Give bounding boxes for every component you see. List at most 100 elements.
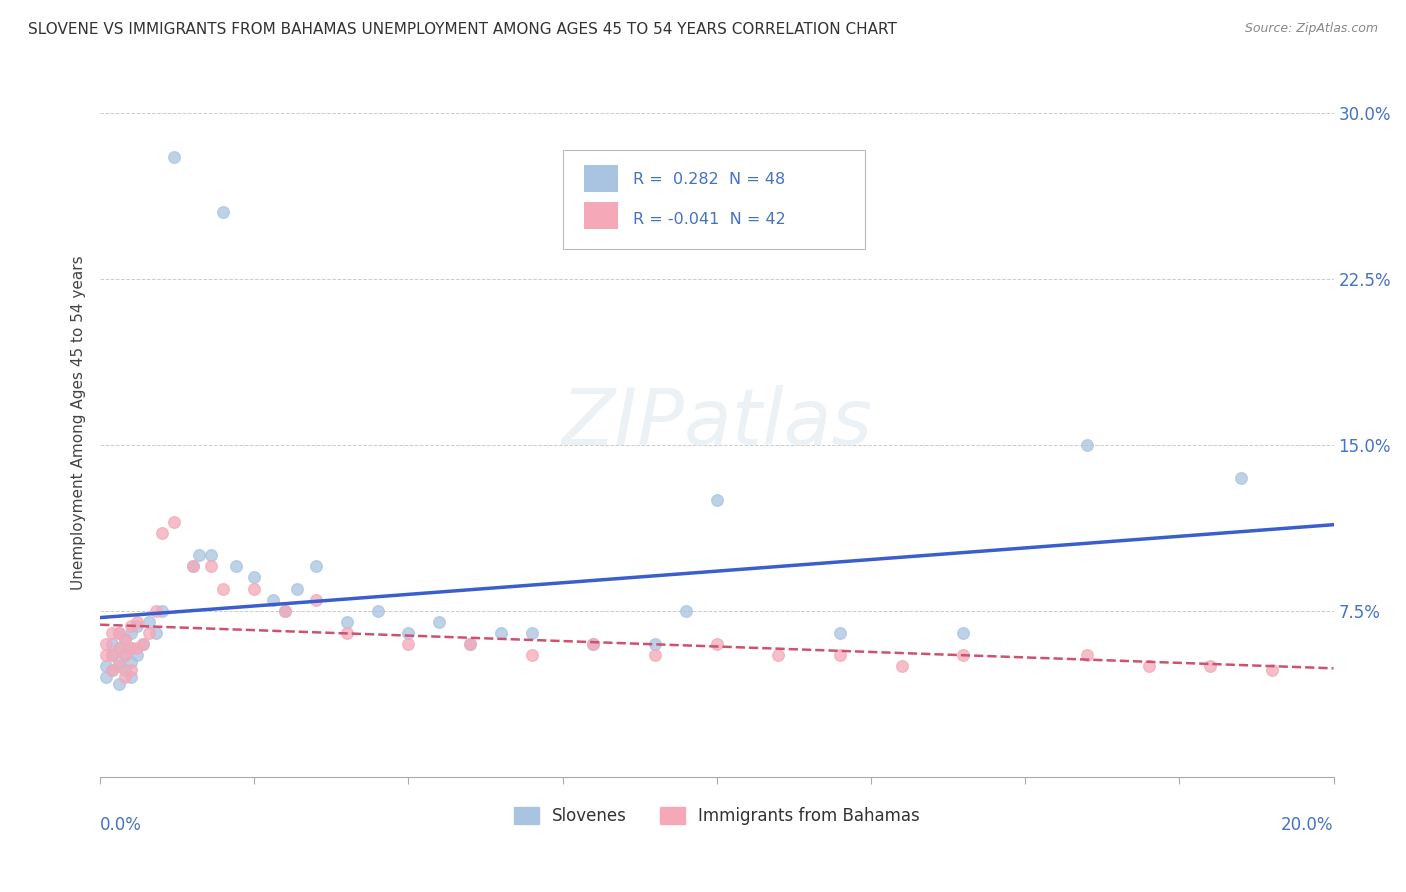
Point <box>582 637 605 651</box>
Point <box>114 648 136 662</box>
Point <box>120 619 142 633</box>
Point <box>287 582 309 596</box>
Point <box>96 659 118 673</box>
Point <box>458 637 481 651</box>
Point <box>398 637 420 651</box>
Point <box>187 549 209 563</box>
Point <box>952 625 974 640</box>
Point <box>675 604 697 618</box>
Point <box>114 664 136 678</box>
Point <box>163 150 186 164</box>
Point <box>114 648 136 662</box>
Text: R =  0.282  N = 48: R = 0.282 N = 48 <box>633 172 785 186</box>
Point <box>132 637 155 651</box>
Point <box>107 641 129 656</box>
Point <box>107 659 129 673</box>
Point <box>145 604 167 618</box>
Point <box>1261 664 1284 678</box>
Point <box>458 637 481 651</box>
Point <box>181 559 204 574</box>
Point <box>706 637 728 651</box>
Point <box>138 615 160 629</box>
Point <box>101 648 124 662</box>
Point <box>644 648 666 662</box>
Point <box>101 637 124 651</box>
Point <box>644 637 666 651</box>
Point <box>107 641 129 656</box>
Text: R = -0.041  N = 42: R = -0.041 N = 42 <box>633 212 786 227</box>
Point <box>163 515 186 529</box>
Point <box>830 648 852 662</box>
Point <box>127 641 149 656</box>
Point <box>200 559 222 574</box>
Point <box>120 670 142 684</box>
Point <box>101 664 124 678</box>
Point <box>952 648 974 662</box>
Point <box>520 625 543 640</box>
Point <box>96 648 118 662</box>
Text: ZIPatlas: ZIPatlas <box>561 384 872 460</box>
Point <box>274 604 297 618</box>
Point <box>114 632 136 647</box>
Point <box>101 625 124 640</box>
Point <box>262 592 284 607</box>
Point <box>582 637 605 651</box>
Y-axis label: Unemployment Among Ages 45 to 54 years: Unemployment Among Ages 45 to 54 years <box>72 255 86 590</box>
Point <box>101 648 124 662</box>
Point <box>101 664 124 678</box>
Point <box>120 641 142 656</box>
Legend: Slovenes, Immigrants from Bahamas: Slovenes, Immigrants from Bahamas <box>506 800 927 832</box>
Point <box>305 559 328 574</box>
Point <box>107 655 129 669</box>
Point <box>138 625 160 640</box>
FancyBboxPatch shape <box>562 150 865 249</box>
Point <box>120 655 142 669</box>
Bar <box>583 165 619 192</box>
Text: Source: ZipAtlas.com: Source: ZipAtlas.com <box>1244 22 1378 36</box>
Point <box>243 570 266 584</box>
Text: 20.0%: 20.0% <box>1281 815 1333 833</box>
Point <box>305 592 328 607</box>
Point <box>520 648 543 662</box>
Point <box>1230 471 1253 485</box>
Point <box>489 625 512 640</box>
Point <box>367 604 389 618</box>
Point <box>336 625 359 640</box>
Point <box>114 632 136 647</box>
Point <box>120 625 142 640</box>
Point <box>120 664 142 678</box>
Point <box>427 615 450 629</box>
Point <box>225 559 247 574</box>
Point <box>181 559 204 574</box>
Point <box>1199 659 1222 673</box>
Point <box>127 648 149 662</box>
Point <box>114 670 136 684</box>
Point <box>107 625 129 640</box>
Point <box>107 625 129 640</box>
Point <box>127 615 149 629</box>
Point <box>200 549 222 563</box>
Point <box>768 648 790 662</box>
Point <box>398 625 420 640</box>
Point <box>830 625 852 640</box>
Point <box>890 659 912 673</box>
Point <box>1076 438 1098 452</box>
Point <box>212 582 235 596</box>
Point <box>107 676 129 690</box>
Point <box>1137 659 1160 673</box>
Point <box>127 619 149 633</box>
Point <box>212 205 235 219</box>
Point <box>145 625 167 640</box>
Point <box>120 641 142 656</box>
Point <box>243 582 266 596</box>
Point <box>96 637 118 651</box>
Point <box>96 670 118 684</box>
Point <box>150 526 173 541</box>
Point <box>706 493 728 508</box>
Point <box>132 637 155 651</box>
Point <box>1076 648 1098 662</box>
Text: 0.0%: 0.0% <box>100 815 142 833</box>
Point <box>336 615 359 629</box>
Bar <box>583 202 619 229</box>
Point <box>150 604 173 618</box>
